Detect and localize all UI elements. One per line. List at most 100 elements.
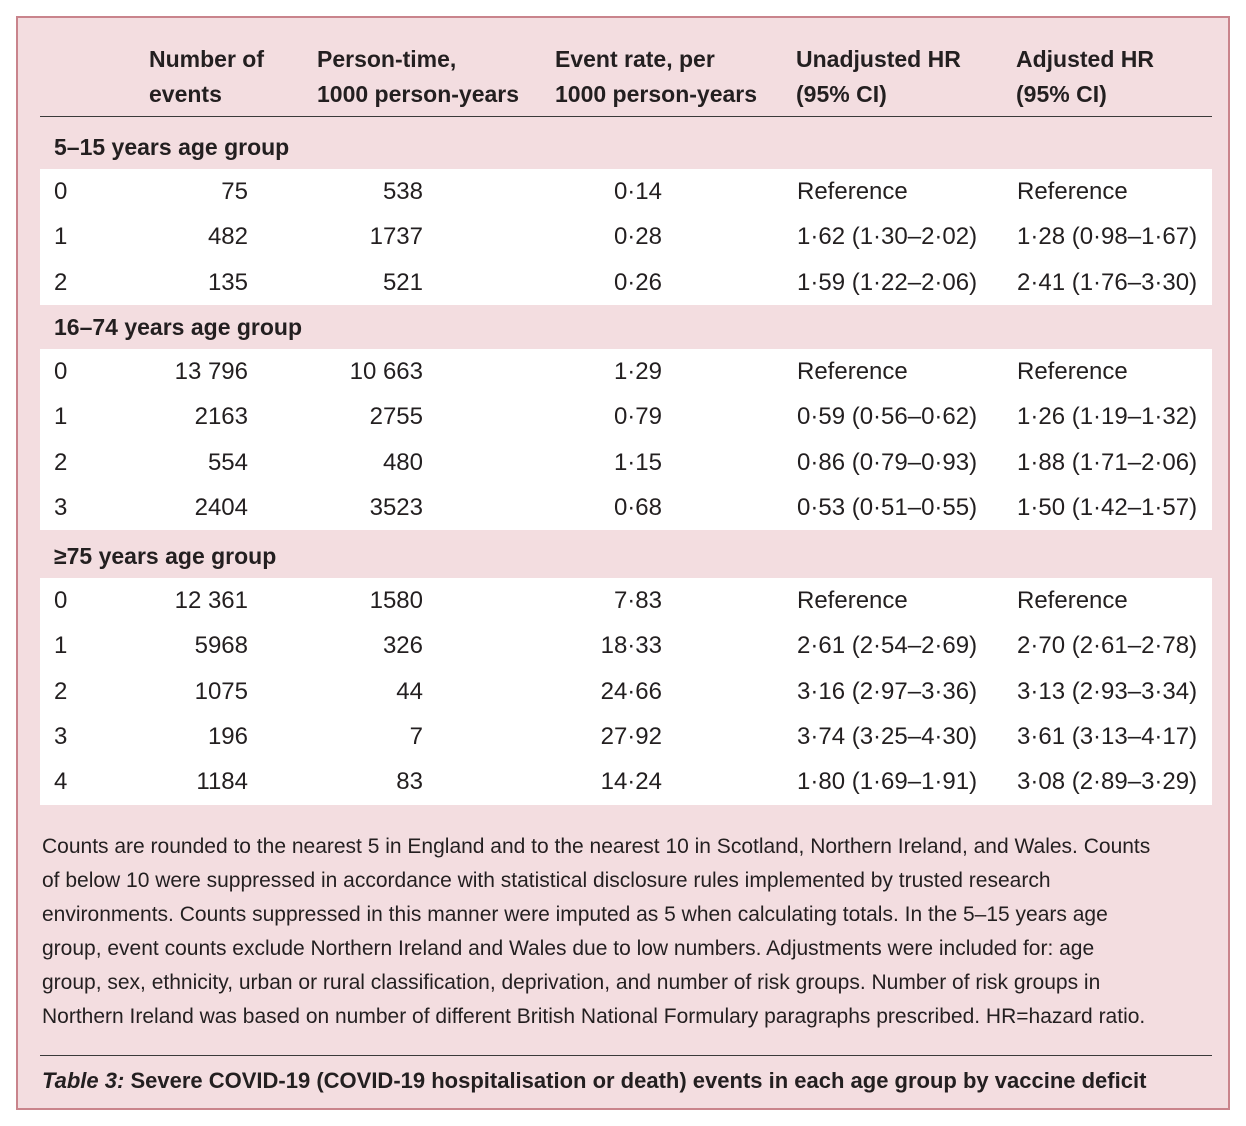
- table-caption: Table 3: Severe COVID-19 (COVID-19 hospi…: [42, 1064, 1146, 1098]
- age-group-label: 16–74 years age group: [54, 314, 303, 340]
- event-rate-cell: 14·24: [600, 768, 662, 795]
- events-cell: 5968: [194, 632, 248, 659]
- unadjusted-hr-cell: Reference: [797, 178, 908, 205]
- unadjusted-hr-cell: 2·61 (2·54–2·69): [797, 632, 978, 659]
- adjusted-hr-cell: 3·13 (2·93–3·34): [1017, 678, 1198, 705]
- table-row: 2 554 480 1·15 0·86 (0·79–0·93) 1·88 (1·71–2·…: [40, 440, 1212, 485]
- row-index-cell: 1: [54, 223, 68, 250]
- row-index-cell: 1: [54, 403, 68, 430]
- adjusted-hr-cell: 1·50 (1·42–1·57): [1017, 494, 1198, 521]
- event-rate-cell: 0·26: [613, 269, 662, 296]
- header-person-time: Person-time, 1000 person-years: [317, 42, 519, 112]
- adjusted-hr-cell: 1·88 (1·71–2·06): [1017, 449, 1198, 476]
- table-row: 1 5968 326 18·33 2·61 (2·54–2·69) 2·70 (2·61–…: [40, 623, 1212, 668]
- adjusted-hr-cell: Reference: [1017, 178, 1128, 205]
- events-cell: 1075: [194, 678, 248, 705]
- events-cell: 554: [207, 449, 248, 476]
- adjusted-hr-cell: Reference: [1017, 587, 1128, 614]
- events-cell: 12 361: [174, 587, 248, 614]
- table-row: 4 1184 83 14·24 1·80 (1·69–1·91) 3·08 (2·89–3…: [40, 759, 1212, 804]
- unadjusted-hr-cell: 0·86 (0·79–0·93): [797, 449, 978, 476]
- unadjusted-hr-cell: 1·62 (1·30–2·02): [797, 223, 978, 250]
- table-row: 1 482 1737 0·28 1·62 (1·30–2·02) 1·28 (0·98–1…: [40, 214, 1212, 259]
- unadjusted-hr-cell: 3·16 (2·97–3·36): [797, 678, 978, 705]
- footnote-line: group, sex, ethnicity, urban or rural cl…: [42, 971, 1101, 994]
- unadjusted-hr-cell: 0·53 (0·51–0·55): [797, 494, 978, 521]
- events-cell: 2163: [194, 403, 248, 430]
- table-row: 0 75 538 0·14 Reference Reference: [40, 169, 1212, 214]
- unadjusted-hr-cell: 0·59 (0·56–0·62): [797, 403, 978, 430]
- header-event-rate: Event rate, per 1000 person-years: [555, 42, 757, 112]
- person-time-cell: 326: [382, 632, 423, 659]
- adjusted-hr-cell: 2·70 (2·61–2·78): [1017, 632, 1198, 659]
- row-index-cell: 0: [54, 178, 68, 205]
- row-index-cell: 3: [54, 494, 68, 521]
- footnote: Counts are rounded to the nearest 5 in E…: [42, 830, 1222, 1034]
- age-group-label: 5–15 years age group: [54, 134, 290, 160]
- unadjusted-hr-cell: 1·59 (1·22–2·06): [797, 269, 978, 296]
- event-rate-cell: 24·66: [600, 678, 662, 705]
- person-time-cell: 480: [382, 449, 423, 476]
- table-row: 3 196 7 27·92 3·74 (3·25–4·30) 3·61 (3·13–4·1…: [40, 714, 1212, 759]
- table-row: 3 2404 3523 0·68 0·53 (0·51–0·55) 1·50 (1·42–…: [40, 485, 1212, 530]
- unadjusted-hr-cell: Reference: [797, 358, 908, 385]
- person-time-cell: 7: [409, 723, 423, 750]
- caption-label: Table 3:: [42, 1068, 125, 1093]
- events-cell: 482: [207, 223, 248, 250]
- adjusted-hr-cell: 2·41 (1·76–3·30): [1017, 269, 1198, 296]
- header-unadjusted-line1: Unadjusted HR: [796, 46, 961, 72]
- header-unadjusted-hr: Unadjusted HR (95% CI): [796, 42, 961, 112]
- table-row: 2 135 521 0·26 1·59 (1·22–2·06) 2·41 (1·76–3·…: [40, 260, 1212, 305]
- header-adjusted-hr: Adjusted HR (95% CI): [1016, 42, 1154, 112]
- event-rate-cell: 1·15: [613, 449, 662, 476]
- event-rate-cell: 18·33: [600, 632, 662, 659]
- age-group-rows: 0 12 361 1580 7·83 Reference Reference 1 5968 32…: [40, 578, 1212, 805]
- footnote-line: of below 10 were suppressed in accordanc…: [42, 869, 1051, 892]
- caption-text: Severe COVID-19 (COVID-19 hospitalisatio…: [124, 1068, 1147, 1093]
- age-group-rows: 0 13 796 10 663 1·29 Reference Reference 1 2163…: [40, 349, 1212, 530]
- row-index-cell: 4: [54, 768, 68, 795]
- adjusted-hr-cell: 1·26 (1·19–1·32): [1017, 403, 1198, 430]
- events-cell: 196: [207, 723, 248, 750]
- header-events-line2: events: [149, 81, 222, 107]
- adjusted-hr-cell: 1·28 (0·98–1·67): [1017, 223, 1198, 250]
- header-event-rate-line2: 1000 person-years: [555, 81, 758, 107]
- event-rate-cell: 0·68: [613, 494, 662, 521]
- person-time-cell: 3523: [369, 494, 423, 521]
- events-cell: 1184: [196, 768, 248, 795]
- footnote-line: Counts are rounded to the nearest 5 in E…: [42, 835, 1151, 858]
- person-time-cell: 538: [382, 178, 423, 205]
- header-events: Number of events: [149, 42, 264, 112]
- table-row: 1 2163 2755 0·79 0·59 (0·56–0·62) 1·26 (1·19–…: [40, 394, 1212, 439]
- adjusted-hr-cell: 3·08 (2·89–3·29): [1017, 768, 1198, 795]
- header-rule: [40, 116, 1212, 117]
- unadjusted-hr-cell: Reference: [797, 587, 908, 614]
- header-adjusted-line1: Adjusted HR: [1016, 46, 1154, 72]
- row-index-cell: 1: [54, 632, 68, 659]
- person-time-cell: 44: [396, 678, 423, 705]
- table-row: 0 13 796 10 663 1·29 Reference Reference: [40, 349, 1212, 394]
- event-rate-cell: 7·83: [613, 587, 662, 614]
- table-figure: Number of events Person-time, 1000 perso…: [16, 16, 1230, 1110]
- row-index-cell: 2: [54, 269, 68, 296]
- person-time-cell: 521: [382, 269, 423, 296]
- person-time-cell: 10 663: [349, 358, 423, 385]
- person-time-cell: 1580: [369, 587, 423, 614]
- unadjusted-hr-cell: 3·74 (3·25–4·30): [797, 723, 978, 750]
- events-cell: 75: [221, 178, 248, 205]
- row-index-cell: 0: [54, 358, 68, 385]
- row-index-cell: 3: [54, 723, 68, 750]
- header-unadjusted-line2: (95% CI): [796, 81, 887, 107]
- event-rate-cell: 0·14: [613, 178, 662, 205]
- events-cell: 2404: [194, 494, 248, 521]
- footnote-line: group, event counts exclude Northern Ire…: [42, 937, 1095, 960]
- caption-rule: [40, 1055, 1212, 1056]
- footnote-line: Northern Ireland was based on number of …: [42, 1005, 1146, 1028]
- row-index-cell: 2: [54, 449, 68, 476]
- header-person-time-line1: Person-time,: [317, 46, 457, 72]
- header-person-time-line2: 1000 person-years: [317, 81, 520, 107]
- events-cell: 13 796: [174, 358, 248, 385]
- footnote-line: environments. Counts suppressed in this …: [42, 903, 1108, 926]
- event-rate-cell: 0·79: [613, 403, 662, 430]
- header-events-line1: Number of: [149, 46, 264, 72]
